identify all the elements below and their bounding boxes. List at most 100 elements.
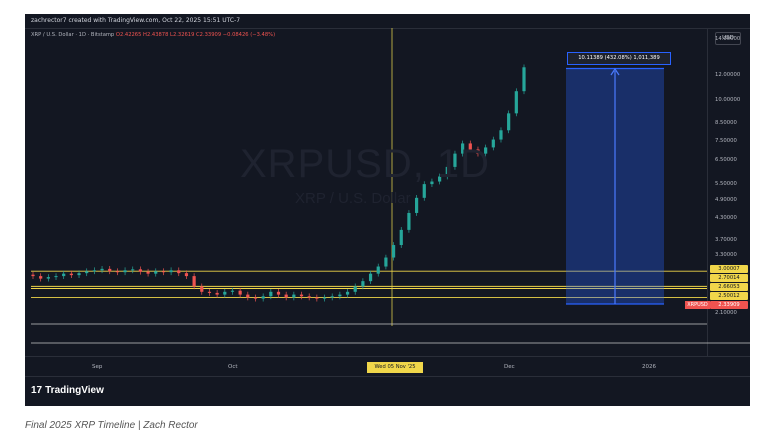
- crosshair-date-tag: Wed 05 Nov '25: [367, 362, 423, 373]
- symbol-watermark-name: XRP / U.S. Dollar: [295, 190, 411, 207]
- tradingview-logo-mark: 17: [31, 385, 43, 396]
- candle-body: [345, 291, 350, 295]
- candle-body: [484, 147, 488, 154]
- measure-readout: 10.11389 (432.08%) 1,011,389: [567, 52, 671, 65]
- candle-body: [215, 292, 219, 295]
- candle-body: [461, 143, 465, 154]
- candle-body: [146, 271, 150, 274]
- candle-body: [169, 270, 173, 273]
- candle-body: [62, 273, 66, 277]
- created-by-bar: zachrector7 created with TradingView.com…: [31, 17, 241, 24]
- x-tick: Oct: [228, 364, 238, 370]
- candle-body: [230, 290, 235, 292]
- candle-body: [453, 153, 457, 167]
- y-tick: 2.10000: [715, 310, 737, 316]
- candle-body: [322, 297, 327, 299]
- candle-body: [154, 271, 158, 274]
- candle-body: [115, 271, 119, 273]
- candle-body: [299, 294, 304, 297]
- candle-body: [514, 91, 518, 114]
- y-tick: 5.50000: [715, 181, 737, 187]
- candle-body: [499, 130, 503, 140]
- last-price-tag: 2.33909: [710, 301, 748, 309]
- candle-body: [92, 270, 96, 272]
- currency-badge[interactable]: USD: [715, 32, 741, 45]
- candle-body: [184, 273, 189, 277]
- y-tick: 4.30000: [715, 215, 737, 221]
- symbol-legend[interactable]: XRP / U.S. Dollar · 1D · Bitstamp O2.422…: [31, 32, 275, 38]
- tradingview-wordmark: TradingView: [45, 385, 104, 396]
- candle-body: [276, 291, 281, 295]
- candle-body: [284, 294, 288, 298]
- x-tick: Dec: [504, 364, 515, 370]
- x-tick: Sep: [92, 364, 103, 370]
- y-tick: 6.50000: [715, 157, 737, 163]
- candle-body: [69, 273, 73, 276]
- symbol-price-tag: XRPUSD: [685, 301, 710, 309]
- candle-body: [223, 291, 227, 295]
- candle-body: [200, 286, 204, 292]
- candle-body: [54, 276, 58, 278]
- candle-body: [507, 113, 511, 131]
- candle-body: [522, 67, 526, 92]
- candle-body: [261, 296, 265, 299]
- candle-body: [445, 166, 449, 177]
- y-tick: 8.50000: [715, 120, 737, 126]
- y-tick: 10.00000: [715, 97, 741, 103]
- ohlc-values: O2.42265 H2.43878 L2.32619 C2.33909 −0.0…: [115, 32, 276, 38]
- candle-body: [39, 276, 43, 279]
- candle-body: [269, 291, 273, 297]
- price-tag-level: 2.66053: [710, 283, 748, 291]
- candle-body: [468, 143, 472, 150]
- candle-body: [238, 290, 242, 295]
- candle-body: [246, 294, 250, 298]
- measure-arrow-head: [610, 67, 620, 76]
- candle-body: [391, 245, 396, 258]
- y-tick: 12.00000: [715, 72, 741, 78]
- candle-body: [161, 271, 166, 273]
- candle-body: [353, 286, 357, 292]
- candle-body: [376, 266, 380, 274]
- candle-body: [108, 268, 112, 272]
- candle-body: [85, 271, 89, 274]
- candle-body: [131, 269, 135, 271]
- symbol-watermark: XRPUSD, 1D: [240, 142, 491, 186]
- candle-body: [77, 273, 81, 276]
- chart-window: zachrector7 created with TradingView.com…: [25, 14, 750, 406]
- y-tick: 3.30000: [715, 252, 737, 258]
- candle-body: [100, 268, 104, 271]
- y-tick: 4.90000: [715, 197, 737, 203]
- price-tag-level: 3.00007: [710, 265, 748, 273]
- candle-body: [207, 291, 212, 293]
- candle-body: [476, 149, 480, 154]
- candle-body: [31, 274, 35, 277]
- candle-body: [368, 273, 373, 282]
- candle-body: [338, 294, 342, 297]
- candle-body: [407, 212, 411, 230]
- y-tick: 7.50000: [715, 138, 737, 144]
- tradingview-logo[interactable]: 17 TradingView: [31, 385, 104, 396]
- candle-body: [307, 296, 311, 298]
- candle-body: [430, 181, 434, 185]
- candle-body: [422, 184, 426, 198]
- candle-body: [192, 276, 196, 287]
- candle-body: [46, 277, 50, 279]
- candle-body: [438, 176, 442, 182]
- candle-body: [315, 297, 319, 299]
- image-caption: Final 2025 XRP Timeline | Zach Rector: [25, 420, 198, 431]
- candles: [31, 64, 526, 302]
- x-tick: 2026: [642, 364, 656, 370]
- candle-body: [292, 294, 296, 298]
- candle-body: [414, 197, 419, 213]
- candle-body: [330, 296, 334, 298]
- candle-body: [138, 269, 143, 272]
- candle-body: [384, 257, 388, 267]
- candle-body: [253, 297, 258, 299]
- candle-body: [399, 229, 403, 246]
- price-chart[interactable]: [25, 14, 750, 406]
- candle-body: [361, 281, 365, 287]
- price-tag-level: 2.50012: [710, 292, 748, 300]
- price-tag-level: 2.70014: [710, 274, 748, 282]
- candle-body: [177, 270, 181, 274]
- candle-body: [491, 139, 495, 148]
